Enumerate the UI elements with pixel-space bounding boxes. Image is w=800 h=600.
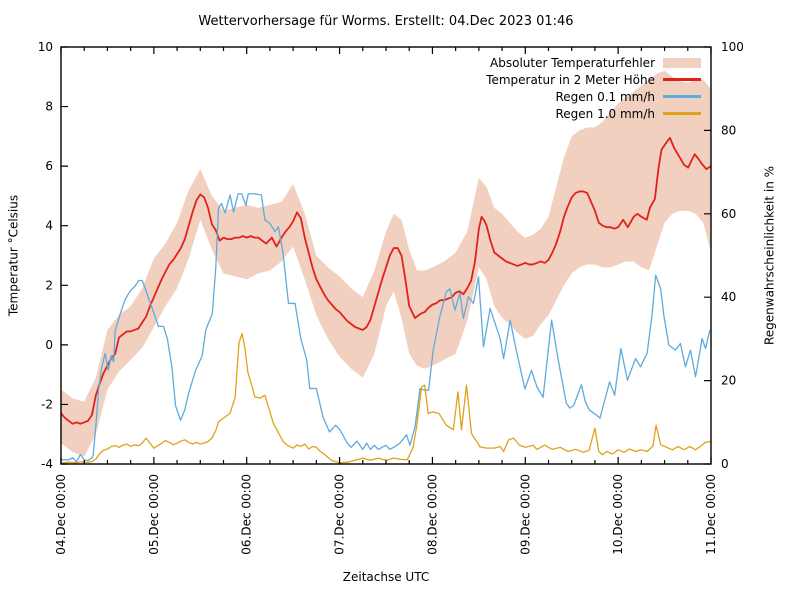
x-tick-label: 09.Dec 00:00 <box>518 474 532 555</box>
y-right-tick-label: 40 <box>721 290 736 304</box>
y-right-tick-label: 0 <box>721 457 729 471</box>
series-temperature-line <box>60 136 712 425</box>
legend-item-label: Regen 1.0 mm/h <box>555 106 655 121</box>
x-tick-label: 05.Dec 00:00 <box>147 474 161 555</box>
legend-item: Regen 1.0 mm/h <box>486 105 701 122</box>
x-axis-label: Zeitachse UTC <box>342 570 430 584</box>
chart-title: Wettervorhersage für Worms. Erstellt: 04… <box>198 14 574 29</box>
x-tick-label: 07.Dec 00:00 <box>333 474 347 555</box>
legend-item: Absoluter Temperaturfehler <box>486 54 701 71</box>
legend-line-swatch <box>663 95 701 98</box>
y-right-tick-label: 100 <box>721 40 744 54</box>
y-left-tick-label: 8 <box>45 100 53 114</box>
y-left-tick-label: -4 <box>41 457 53 471</box>
x-tick-label: 06.Dec 00:00 <box>240 474 254 555</box>
legend: Absoluter Temperaturfehler Temperatur in … <box>486 54 701 122</box>
x-tick-label: 04.Dec 00:00 <box>54 474 68 555</box>
y-left-tick-label: 6 <box>45 159 53 173</box>
legend-item-label: Temperatur in 2 Meter Höhe <box>486 72 655 87</box>
y-right-tick-label: 20 <box>721 374 736 388</box>
y-right-tick-label: 80 <box>721 123 736 137</box>
legend-item-label: Regen 0.1 mm/h <box>555 89 655 104</box>
plot-border <box>60 46 712 465</box>
y-left-tick-label: 0 <box>45 338 53 352</box>
x-tick-label: 11.Dec 00:00 <box>704 474 718 555</box>
y-right-tick-label: 60 <box>721 207 736 221</box>
series-band-temperature-error <box>61 70 711 457</box>
y-left-tick-label: -2 <box>41 397 53 411</box>
y-left-tick-label: 10 <box>38 40 53 54</box>
series-rain-01-line <box>61 193 711 463</box>
legend-line-swatch <box>663 112 701 115</box>
x-tick-label: 08.Dec 00:00 <box>425 474 439 555</box>
y-left-tick-label: 2 <box>45 278 53 292</box>
legend-item: Regen 0.1 mm/h <box>486 88 701 105</box>
legend-band-swatch <box>663 57 701 68</box>
legend-line-swatch <box>663 78 701 81</box>
y-left-tick-label: 4 <box>45 219 53 233</box>
legend-item-label: Absoluter Temperaturfehler <box>490 55 655 70</box>
series-rain-10-line <box>60 332 712 464</box>
legend-item: Temperatur in 2 Meter Höhe <box>486 71 701 88</box>
x-tick-label: 10.Dec 00:00 <box>611 474 625 555</box>
